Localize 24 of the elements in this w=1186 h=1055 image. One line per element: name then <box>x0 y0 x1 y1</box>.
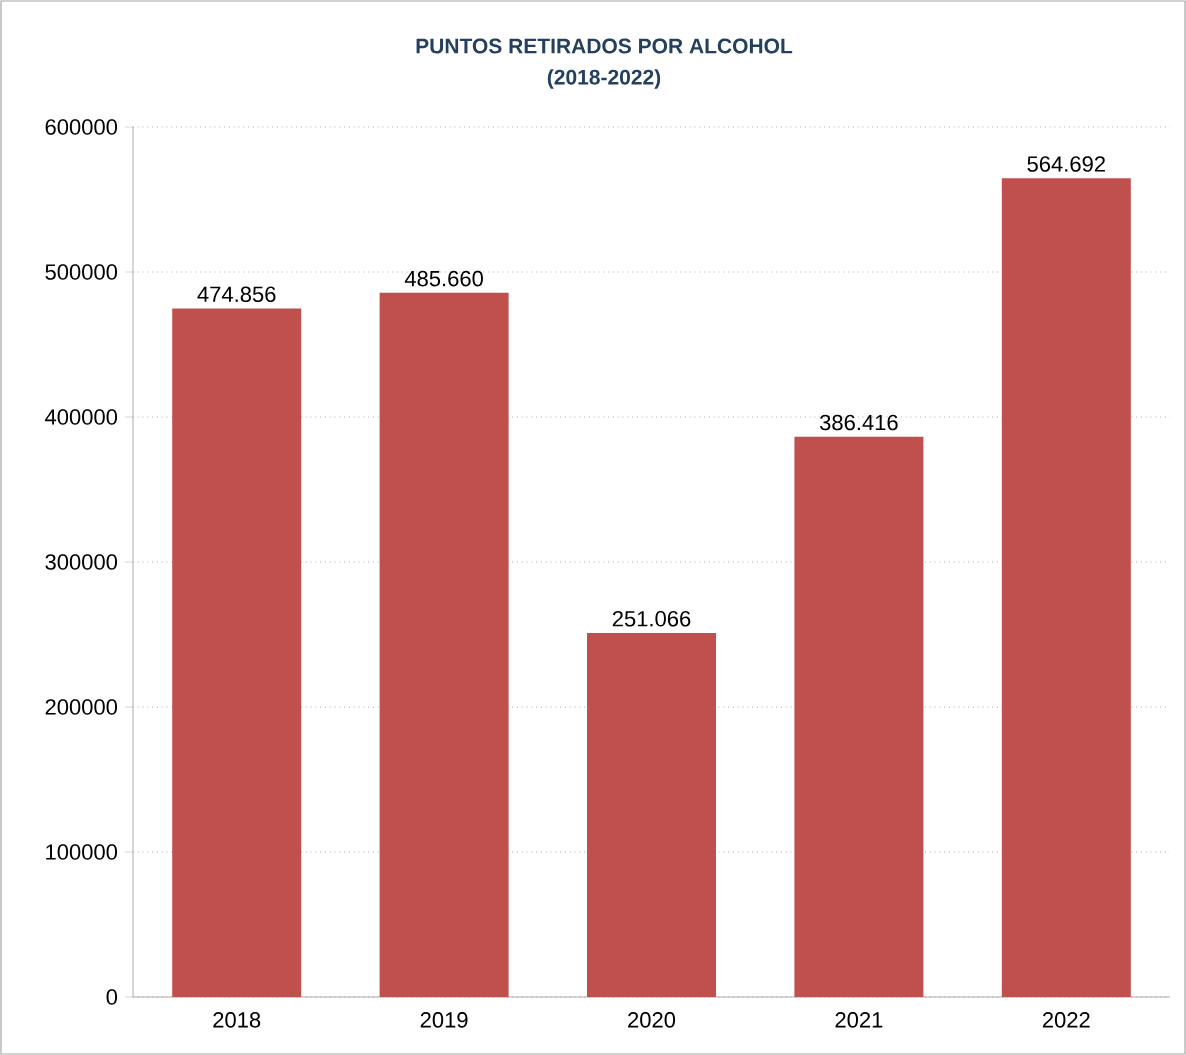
y-tick-label: 100000 <box>46 844 118 860</box>
x-tick-label: 2020 <box>628 1012 676 1028</box>
data-label: 251.066 <box>612 611 691 627</box>
x-tick-label: 2019 <box>420 1012 468 1028</box>
data-label: 485.660 <box>404 270 483 287</box>
bar <box>794 436 924 997</box>
y-tick-label: 400000 <box>45 409 118 425</box>
y-tick-label: 500000 <box>45 264 118 280</box>
x-tick-label: 2022 <box>1042 1012 1090 1028</box>
bar <box>587 632 717 997</box>
data-label: 474.856 <box>197 286 276 303</box>
bar <box>379 292 509 997</box>
bar <box>172 308 302 997</box>
bar <box>1001 178 1131 997</box>
y-tick-label: 200000 <box>45 699 118 715</box>
y-tick-label: 300000 <box>45 554 118 570</box>
y-tick-label: 600000 <box>45 119 118 135</box>
x-tick-label: 2018 <box>213 1012 261 1028</box>
chart-title: PUNTOS RETIRADOS POR ALCOHOL <box>416 38 793 54</box>
x-tick-label: 2021 <box>835 1012 883 1028</box>
data-label: 564.692 <box>1027 156 1105 172</box>
chart-subtitle: (2018-2022) <box>547 69 661 89</box>
data-label: 386.416 <box>819 414 898 431</box>
y-tick-label: 0 <box>106 989 118 1005</box>
